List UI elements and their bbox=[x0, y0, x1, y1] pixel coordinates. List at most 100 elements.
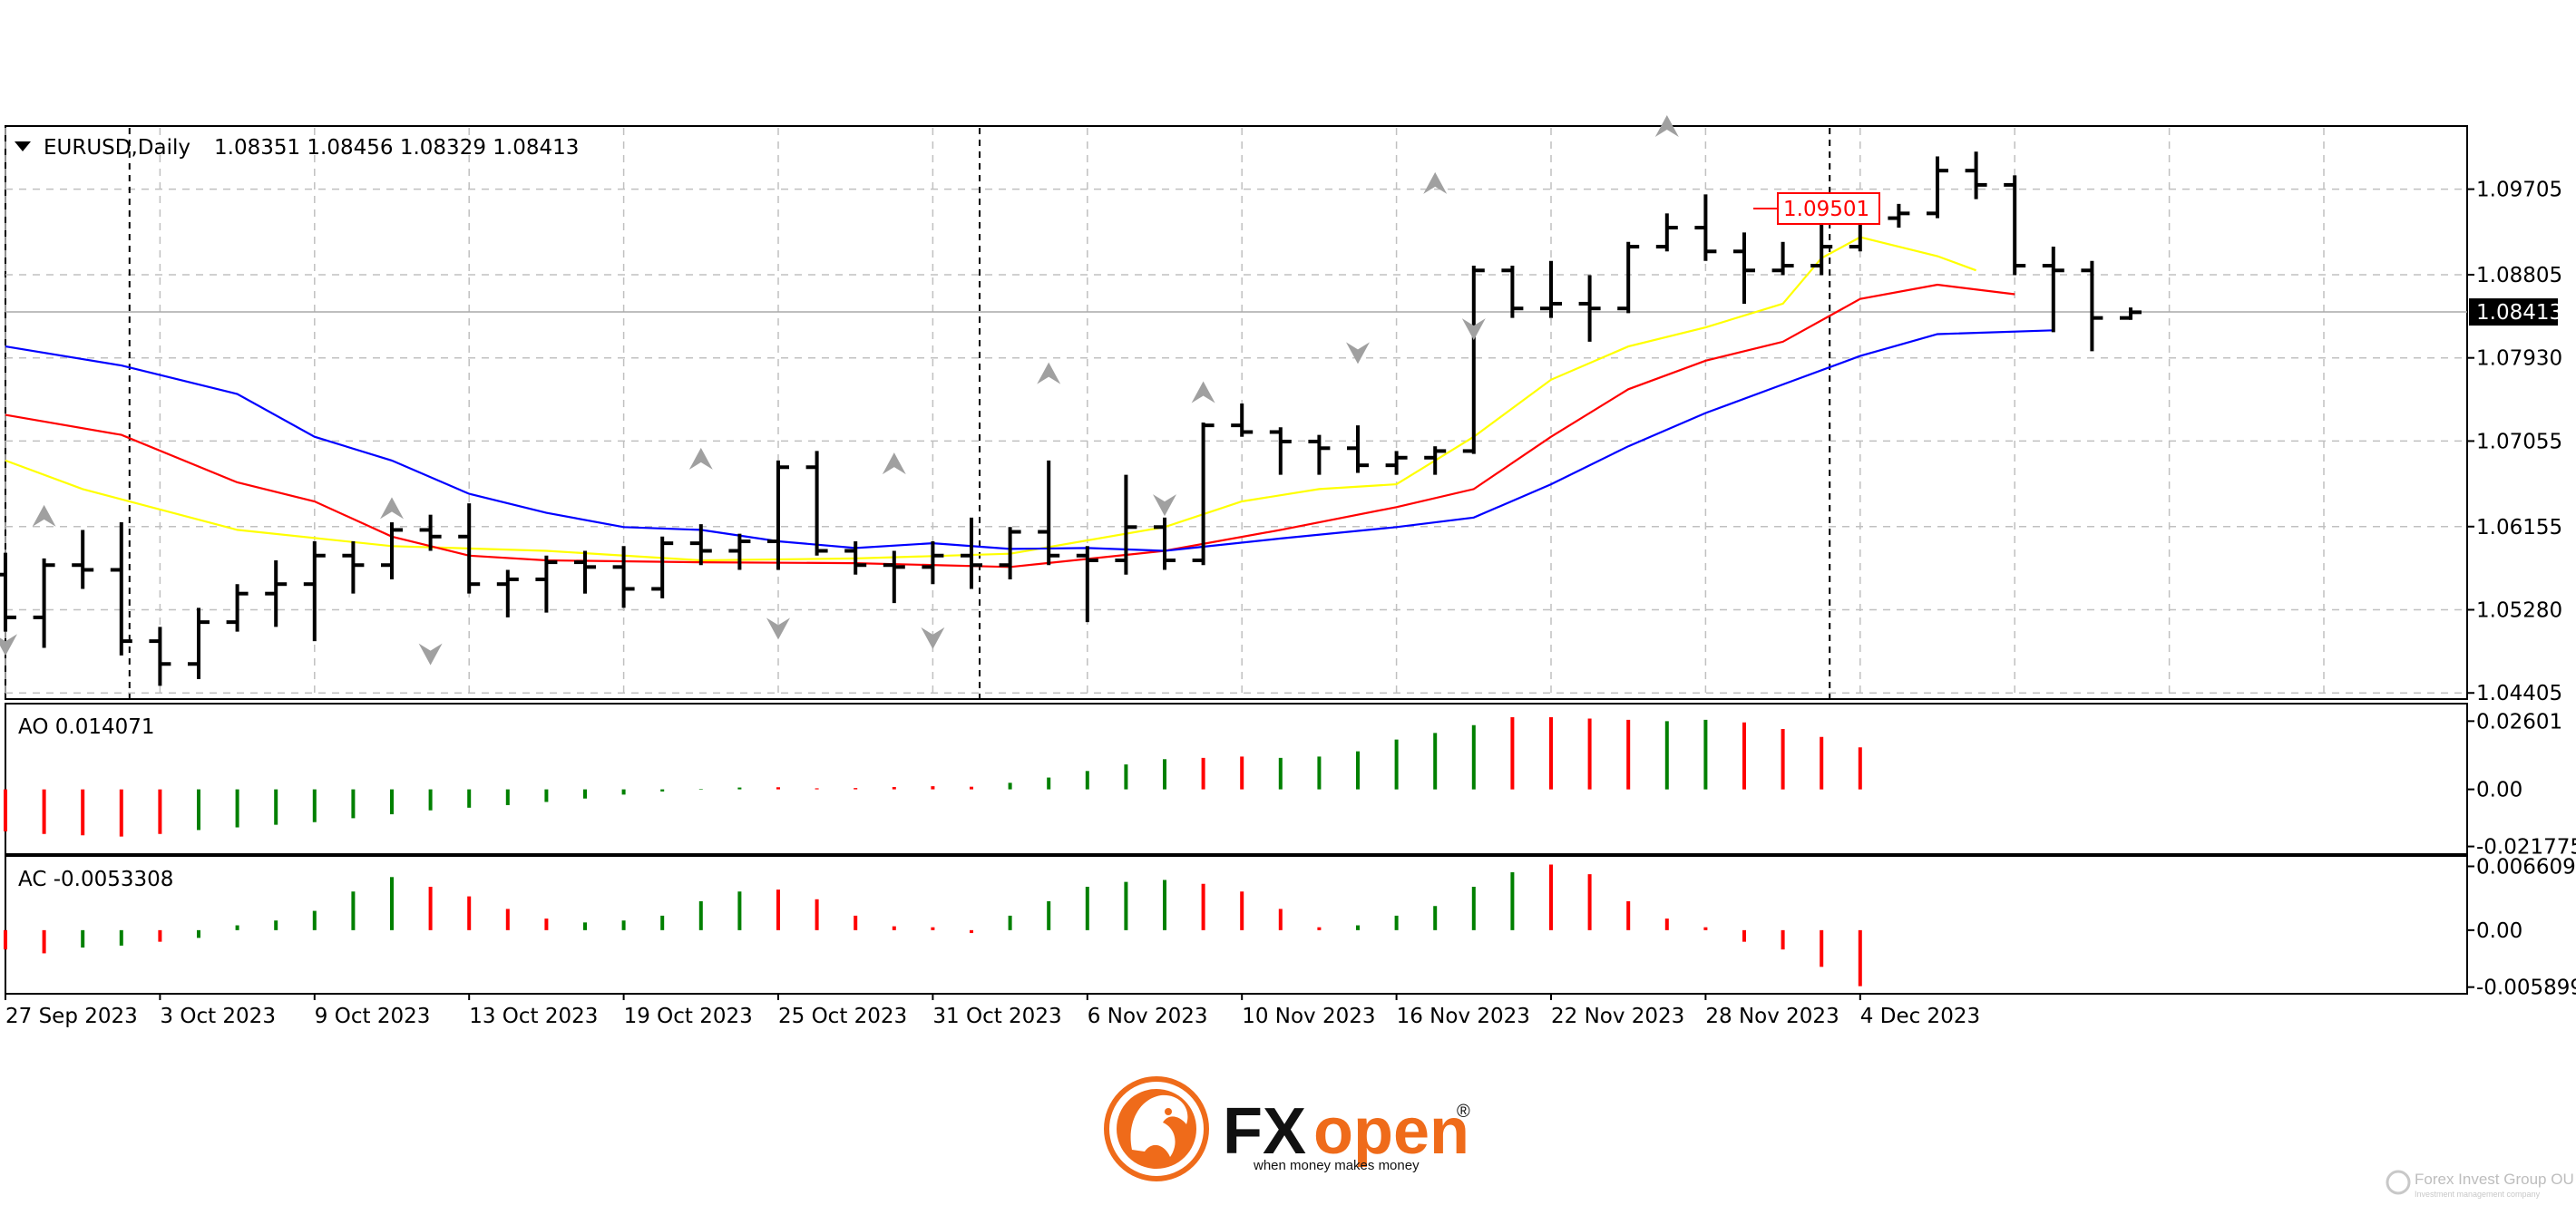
watermark: Forex Invest Group OU Investment managem… bbox=[2386, 1170, 2574, 1199]
ohlc-bar bbox=[1540, 260, 1562, 318]
ohlc-bar bbox=[458, 503, 481, 594]
fractal-up-icon bbox=[32, 504, 56, 527]
ohlc-bar bbox=[1115, 474, 1137, 575]
ohlc-bar bbox=[1927, 156, 1948, 219]
fractal-down-icon bbox=[766, 617, 790, 640]
ohlc-bar bbox=[2120, 307, 2142, 320]
ac-tick-label: 0.00 bbox=[2476, 919, 2522, 943]
watermark-line2: Investment management company bbox=[2415, 1190, 2541, 1199]
ohlc-bar bbox=[342, 541, 365, 594]
date-label: 16 Nov 2023 bbox=[1397, 1005, 1530, 1028]
ohlc-bar bbox=[1308, 434, 1331, 475]
date-label: 25 Oct 2023 bbox=[778, 1005, 907, 1028]
price-tick-label: 1.06155 bbox=[2476, 516, 2562, 539]
ao-tick-label: -0.021775 bbox=[2476, 836, 2576, 860]
ohlc-bar bbox=[2004, 175, 2026, 276]
ohlc-header: 1.08351 1.08456 1.08329 1.08413 bbox=[214, 136, 579, 160]
price-tick-label: 1.09705 bbox=[2476, 179, 2562, 202]
ohlc-bar bbox=[149, 627, 171, 686]
ohlc-bar bbox=[2081, 260, 2103, 352]
svg-text:1.09501: 1.09501 bbox=[1783, 198, 1869, 221]
fractal-up-icon bbox=[1191, 381, 1215, 403]
date-label: 27 Sep 2023 bbox=[5, 1005, 138, 1028]
brand-open: open bbox=[1313, 1095, 1469, 1168]
date-label: 28 Nov 2023 bbox=[1705, 1005, 1839, 1028]
ohlc-bar bbox=[381, 522, 403, 579]
indicator-panes bbox=[4, 703, 2468, 995]
ao-pane-frame bbox=[5, 703, 2468, 855]
date-label: 3 Oct 2023 bbox=[160, 1005, 276, 1028]
ohlc-bar bbox=[419, 514, 442, 551]
ohlc-bar bbox=[1578, 275, 1601, 342]
fractal-down-icon bbox=[1346, 342, 1370, 364]
ohlc-bar bbox=[728, 533, 751, 570]
symbol-header: EURUSD,Daily bbox=[44, 136, 190, 160]
chart-menu-triangle-icon[interactable] bbox=[15, 141, 31, 151]
date-label: 6 Nov 2023 bbox=[1088, 1005, 1208, 1028]
ac-tick-label: 0.0066095 bbox=[2476, 855, 2576, 879]
ohlc-bar bbox=[1154, 517, 1176, 570]
ohlc-bar bbox=[188, 608, 210, 680]
fractal-down-icon bbox=[1461, 318, 1486, 341]
date-label: 22 Nov 2023 bbox=[1551, 1005, 1684, 1028]
ohlc-bar bbox=[226, 584, 249, 632]
ohlc-bar bbox=[1965, 151, 1987, 199]
fractal-up-icon bbox=[688, 447, 713, 470]
ohlc-bar bbox=[1038, 460, 1060, 566]
moving-average-line bbox=[5, 236, 1976, 562]
ohlc-bar bbox=[961, 517, 982, 589]
ohlc-bar bbox=[1617, 241, 1640, 314]
ohlc-bar bbox=[72, 530, 94, 589]
ohlc-bar bbox=[1231, 403, 1254, 437]
fractal-down-icon bbox=[0, 634, 17, 656]
ohlc-bar bbox=[1501, 266, 1524, 318]
ohlc-bar bbox=[265, 559, 288, 627]
watermark-line1: Forex Invest Group OU bbox=[2415, 1171, 2574, 1188]
ohlc-bar bbox=[303, 541, 326, 642]
ohlc-bar bbox=[1771, 241, 1794, 276]
price-bars bbox=[0, 151, 2142, 686]
fractal-down-icon bbox=[418, 643, 443, 666]
date-label: 9 Oct 2023 bbox=[315, 1005, 431, 1028]
ao-label: AO 0.014071 bbox=[18, 715, 155, 739]
ohlc-bar bbox=[883, 550, 905, 604]
ohlc-bar bbox=[1694, 194, 1717, 261]
ohlc-bar bbox=[535, 555, 558, 613]
ac-tick-label: -0.0058994 bbox=[2476, 977, 2576, 1000]
fractal-down-icon bbox=[1153, 494, 1176, 517]
ac-pane-frame bbox=[5, 855, 2468, 995]
date-label: 13 Oct 2023 bbox=[469, 1005, 598, 1028]
ao-tick-label: 0.00 bbox=[2476, 779, 2522, 802]
fractal-up-icon bbox=[882, 452, 906, 475]
date-axis: 27 Sep 2023 3 Oct 2023 9 Oct 2023 13 Oct 20… bbox=[5, 993, 1980, 1028]
ohlc-bar bbox=[496, 569, 519, 617]
price-tick-label: 1.07055 bbox=[2476, 430, 2562, 453]
ac-label: AC -0.0053308 bbox=[18, 868, 173, 891]
date-label: 4 Dec 2023 bbox=[1860, 1005, 1980, 1028]
current-price-label: 1.08413 bbox=[2469, 298, 2562, 326]
ohlc-bar bbox=[1810, 222, 1833, 276]
price-axis: 1.09705 1.08805 1.07930 1.07055 1.06155 1.052… bbox=[2467, 179, 2576, 1000]
ohlc-bar bbox=[1462, 266, 1485, 454]
price-panel-frame bbox=[5, 125, 2468, 700]
fractal-up-icon bbox=[1037, 362, 1061, 384]
ao-tick-label: 0.02601 bbox=[2476, 710, 2562, 734]
ohlc-bar bbox=[612, 546, 635, 608]
fractal-up-icon bbox=[380, 497, 404, 520]
ohlc-bar bbox=[574, 550, 596, 594]
price-tick-label: 1.07930 bbox=[2476, 347, 2562, 371]
ohlc-bar bbox=[1076, 546, 1098, 623]
brand-tagline: when money makes money bbox=[1253, 1158, 1420, 1173]
date-label: 31 Oct 2023 bbox=[932, 1005, 1061, 1028]
fxopen-logo: FX open ® when money makes money bbox=[1104, 1076, 1470, 1181]
ohlc-bar bbox=[999, 527, 1021, 579]
ohlc-bar bbox=[844, 541, 867, 575]
ohlc-bar bbox=[33, 558, 55, 648]
ohlc-bar bbox=[1424, 446, 1447, 475]
brand-fx: FX bbox=[1223, 1095, 1306, 1168]
high-price-marker: 1.09501 bbox=[1753, 192, 1880, 226]
fractal-down-icon bbox=[921, 627, 945, 649]
ohlc-bar bbox=[0, 552, 16, 632]
price-tick-label: 1.05280 bbox=[2476, 599, 2562, 623]
